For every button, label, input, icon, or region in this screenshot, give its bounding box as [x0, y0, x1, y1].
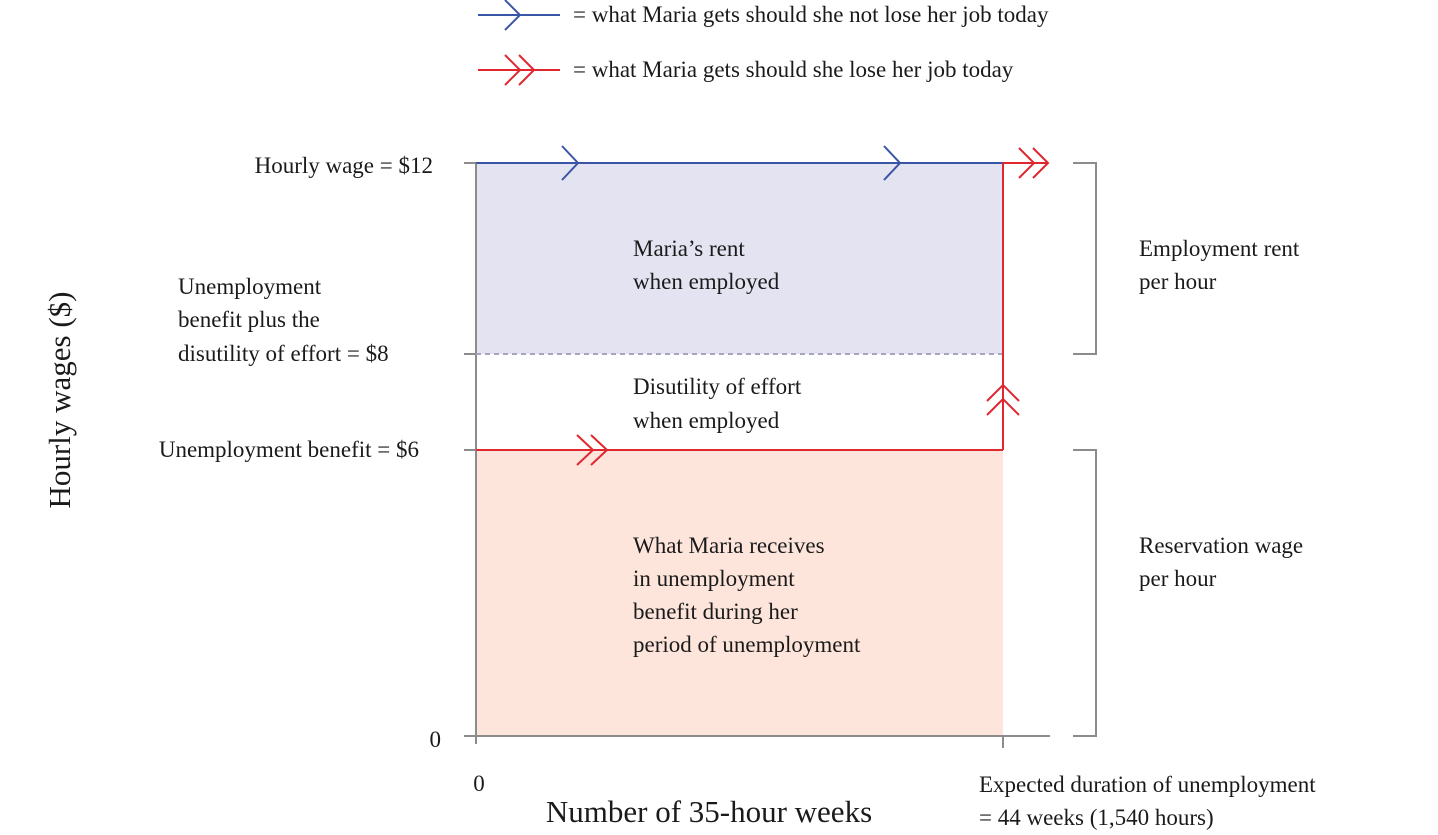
- benefit-label-3: benefit during her: [633, 599, 798, 624]
- y-label-zero: 0: [430, 727, 442, 752]
- y-label-benefit-effort-2: benefit plus the: [178, 307, 320, 332]
- y-axis-title: Hourly wages ($): [42, 292, 77, 509]
- rent-label-1: Maria’s rent: [633, 236, 745, 261]
- x-label-duration-2: = 44 weeks (1,540 hours): [979, 805, 1214, 830]
- legend-blue-label: = what Maria gets should she not lose he…: [573, 2, 1049, 27]
- employment-rent-bracket: [1073, 162, 1097, 355]
- reservation-label-2: per hour: [1139, 566, 1217, 591]
- x-label-zero: 0: [473, 771, 485, 796]
- employment-rent-label-1: Employment rent: [1139, 236, 1300, 261]
- rent-region: [476, 163, 1003, 354]
- x-axis-title: Number of 35-hour weeks: [546, 794, 872, 829]
- employed-path: [476, 145, 1003, 181]
- benefit-label-1: What Maria receives: [633, 533, 825, 558]
- y-label-benefit-effort-1: Unemployment: [178, 274, 322, 299]
- effort-label-2: when employed: [633, 408, 780, 433]
- reservation-wage-bracket: [1073, 449, 1097, 737]
- y-label-benefit-effort-3: disutility of effort = $8: [178, 341, 389, 366]
- effort-label-1: Disutility of effort: [633, 374, 802, 399]
- benefit-label-2: in unemployment: [633, 566, 795, 591]
- x-label-duration-1: Expected duration of unemployment: [979, 772, 1316, 797]
- benefit-label-4: period of unemployment: [633, 632, 861, 657]
- y-label-benefit: Unemployment benefit = $6: [159, 437, 419, 462]
- legend-red: = what Maria gets should she lose her jo…: [478, 54, 1014, 86]
- y-label-wage: Hourly wage = $12: [255, 153, 433, 178]
- unemployed-path: [476, 147, 1050, 466]
- rent-label-2: when employed: [633, 269, 780, 294]
- employment-rent-label-2: per hour: [1139, 269, 1217, 294]
- reservation-label-1: Reservation wage: [1139, 533, 1303, 558]
- benefit-region: [476, 450, 1003, 736]
- legend-red-label: = what Maria gets should she lose her jo…: [573, 57, 1014, 82]
- legend-blue: = what Maria gets should she not lose he…: [478, 0, 1049, 31]
